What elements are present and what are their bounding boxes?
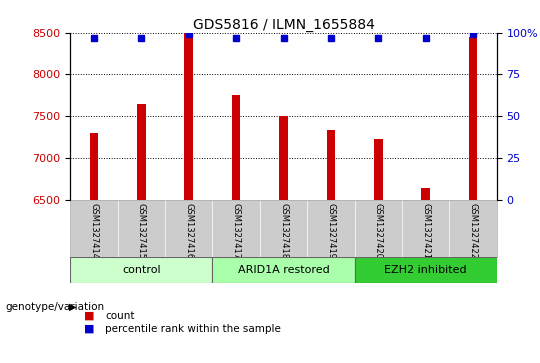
Text: ■: ■ <box>84 311 94 321</box>
Bar <box>279 116 288 363</box>
Bar <box>212 257 355 283</box>
Bar <box>355 257 497 283</box>
Text: GSM1327421: GSM1327421 <box>421 203 430 258</box>
Text: EZH2 inhibited: EZH2 inhibited <box>384 265 467 275</box>
Text: GSM1327415: GSM1327415 <box>137 203 146 258</box>
Text: percentile rank within the sample: percentile rank within the sample <box>105 323 281 334</box>
Bar <box>70 257 212 283</box>
Text: control: control <box>122 265 160 275</box>
Text: count: count <box>105 311 135 321</box>
Text: GSM1327422: GSM1327422 <box>469 203 477 258</box>
Title: GDS5816 / ILMN_1655884: GDS5816 / ILMN_1655884 <box>193 18 374 32</box>
Text: GSM1327419: GSM1327419 <box>326 203 335 258</box>
Bar <box>421 188 430 363</box>
Text: GSM1327416: GSM1327416 <box>184 203 193 259</box>
Bar <box>185 33 193 363</box>
Text: ARID1A restored: ARID1A restored <box>238 265 329 275</box>
Bar <box>232 95 240 363</box>
Bar <box>137 103 146 363</box>
Text: GSM1327414: GSM1327414 <box>90 203 98 258</box>
Text: ▶: ▶ <box>69 302 77 312</box>
Text: GSM1327420: GSM1327420 <box>374 203 383 258</box>
Bar <box>327 130 335 363</box>
Text: GSM1327417: GSM1327417 <box>232 203 241 259</box>
Bar <box>90 133 98 363</box>
Bar <box>469 37 477 363</box>
Text: ■: ■ <box>84 323 94 334</box>
Text: genotype/variation: genotype/variation <box>5 302 105 312</box>
Text: GSM1327418: GSM1327418 <box>279 203 288 259</box>
Bar <box>374 139 382 363</box>
